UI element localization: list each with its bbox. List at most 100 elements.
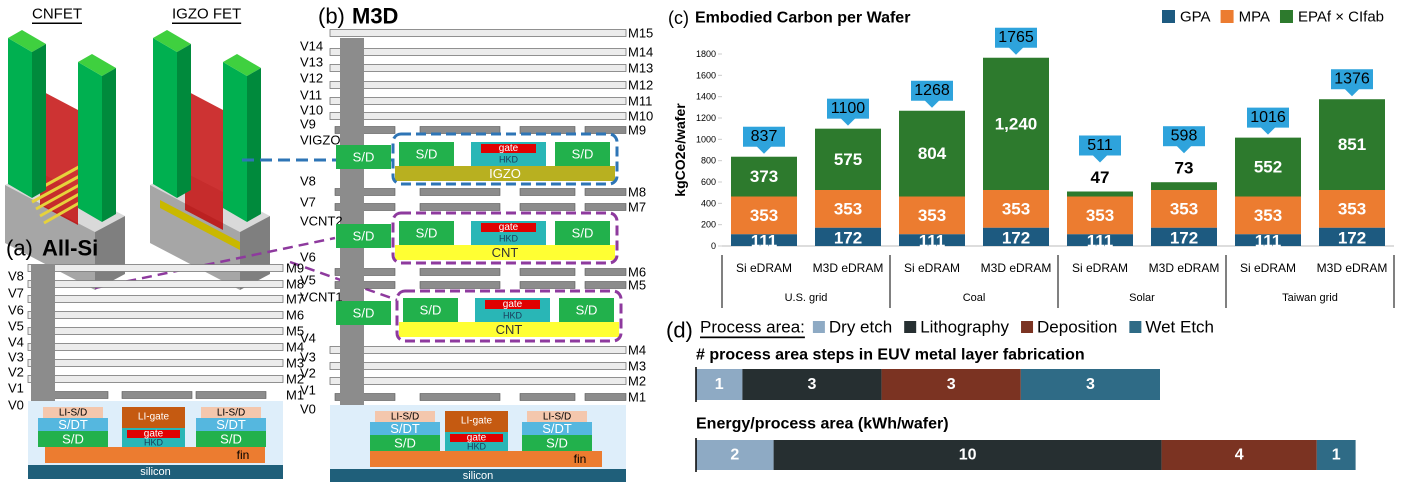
callout-box xyxy=(1079,135,1121,156)
metal-label: M6 xyxy=(286,308,304,323)
tier-sd-label: S/D xyxy=(353,229,375,244)
metal-label: M14 xyxy=(628,45,653,60)
metal-label: M8 xyxy=(286,277,304,292)
via-label: V4 xyxy=(8,335,24,350)
fin xyxy=(370,451,602,467)
sd xyxy=(38,431,108,447)
metal-layer xyxy=(329,97,627,105)
tier-gate-label: gate xyxy=(499,143,519,154)
bar-segment xyxy=(815,227,881,246)
bar-segment xyxy=(899,196,965,235)
metal-segment xyxy=(584,126,627,134)
callout-box xyxy=(743,126,785,147)
sdt xyxy=(38,418,108,431)
metal-layer xyxy=(329,112,627,120)
fin-front xyxy=(8,38,32,198)
tier-sd-label: S/D xyxy=(420,303,442,318)
metal-label: M8 xyxy=(628,185,646,200)
value-label: 3 xyxy=(1086,376,1095,393)
bar-segment xyxy=(881,369,1021,400)
metal-segment xyxy=(584,393,627,401)
channel-label: CNT xyxy=(492,245,519,260)
metal-label: M5 xyxy=(286,324,304,339)
value-label: 172 xyxy=(834,228,862,247)
total-label: 1016 xyxy=(1250,109,1286,126)
gate xyxy=(185,90,223,230)
metal-layer xyxy=(27,343,284,351)
metal-label: M13 xyxy=(628,61,653,76)
via-label: VCNT2 xyxy=(300,214,343,229)
via-label: V7 xyxy=(8,286,24,301)
tier-gate-label: gate xyxy=(503,299,523,310)
chart-title: Embodied Carbon per Wafer xyxy=(695,10,910,27)
via-label: V6 xyxy=(300,250,316,265)
group-label: Taiwan grid xyxy=(1282,292,1338,304)
total-label: 1765 xyxy=(998,29,1034,46)
li-sd xyxy=(43,407,103,418)
x-tick-label: M3D eDRAM xyxy=(1149,261,1220,275)
fin-top xyxy=(78,54,116,76)
bar-segment xyxy=(742,369,882,400)
fin-top xyxy=(223,54,261,76)
metal-layer xyxy=(329,81,627,89)
value-label: 2 xyxy=(730,447,739,464)
metal-label: M5 xyxy=(628,278,646,293)
panel-label: (b) xyxy=(318,4,345,29)
metal-segment xyxy=(419,268,501,276)
metal-layer xyxy=(27,359,284,367)
sd xyxy=(196,431,266,447)
sd-label: S/D xyxy=(394,436,416,451)
tier-hkd-label: HKD xyxy=(499,155,519,165)
value-label: 73 xyxy=(1175,159,1194,178)
group-label: U.S. grid xyxy=(785,292,828,304)
metal-segment xyxy=(519,393,576,401)
panel-title: All-Si xyxy=(42,236,98,261)
tier-sd-label: S/D xyxy=(353,150,375,165)
metal-label: M12 xyxy=(628,78,653,93)
metal-segment xyxy=(519,126,576,134)
li-gate xyxy=(445,411,508,432)
value-label: 353 xyxy=(834,199,862,218)
legend-label: Wet Etch xyxy=(1145,318,1214,337)
via-label: V0 xyxy=(8,398,24,413)
y-tick-label: 200 xyxy=(701,220,716,230)
bar-segment xyxy=(696,369,743,400)
y-tick-label: 1200 xyxy=(696,113,716,123)
y-axis-label: kgCO2e/wafer xyxy=(672,103,688,197)
y-tick-label: 600 xyxy=(701,177,716,187)
value-label: 1,240 xyxy=(995,114,1038,133)
metal-label: M3 xyxy=(286,356,304,371)
silicon-label: silicon xyxy=(463,470,494,482)
metal-segment xyxy=(419,203,501,211)
hkd-label: HKD xyxy=(467,442,487,452)
value-label: 1 xyxy=(715,376,724,393)
metal-layer xyxy=(329,64,627,72)
sd xyxy=(370,435,440,451)
li-sd-label: LI-S/D xyxy=(59,408,87,419)
bar-segment xyxy=(1151,190,1217,228)
legend-swatch xyxy=(1162,10,1175,23)
callout-box xyxy=(995,27,1037,48)
panel-label: (d) xyxy=(666,318,693,343)
x-tick-label: Si eDRAM xyxy=(904,261,960,275)
x-tick-label: Si eDRAM xyxy=(1072,261,1128,275)
cnfet-inset xyxy=(5,30,125,290)
bar-segment xyxy=(1235,196,1301,235)
value-label: 3 xyxy=(947,376,956,393)
bar-segment xyxy=(1151,182,1217,190)
li-sd xyxy=(375,411,435,422)
metal-layer xyxy=(329,362,627,370)
panel-title: M3D xyxy=(352,4,398,29)
value-label: 373 xyxy=(750,167,778,186)
channel xyxy=(395,166,615,181)
x-tick-label: M3D eDRAM xyxy=(981,261,1052,275)
tier-sd-label: S/D xyxy=(416,226,438,241)
bar-segment xyxy=(731,234,797,246)
via-label: V6 xyxy=(8,303,24,318)
via-label: V5 xyxy=(300,273,316,288)
value-label: 353 xyxy=(750,206,778,225)
value-label: 353 xyxy=(1170,199,1198,218)
bar-segment xyxy=(899,110,965,197)
via-label: V1 xyxy=(8,381,24,396)
